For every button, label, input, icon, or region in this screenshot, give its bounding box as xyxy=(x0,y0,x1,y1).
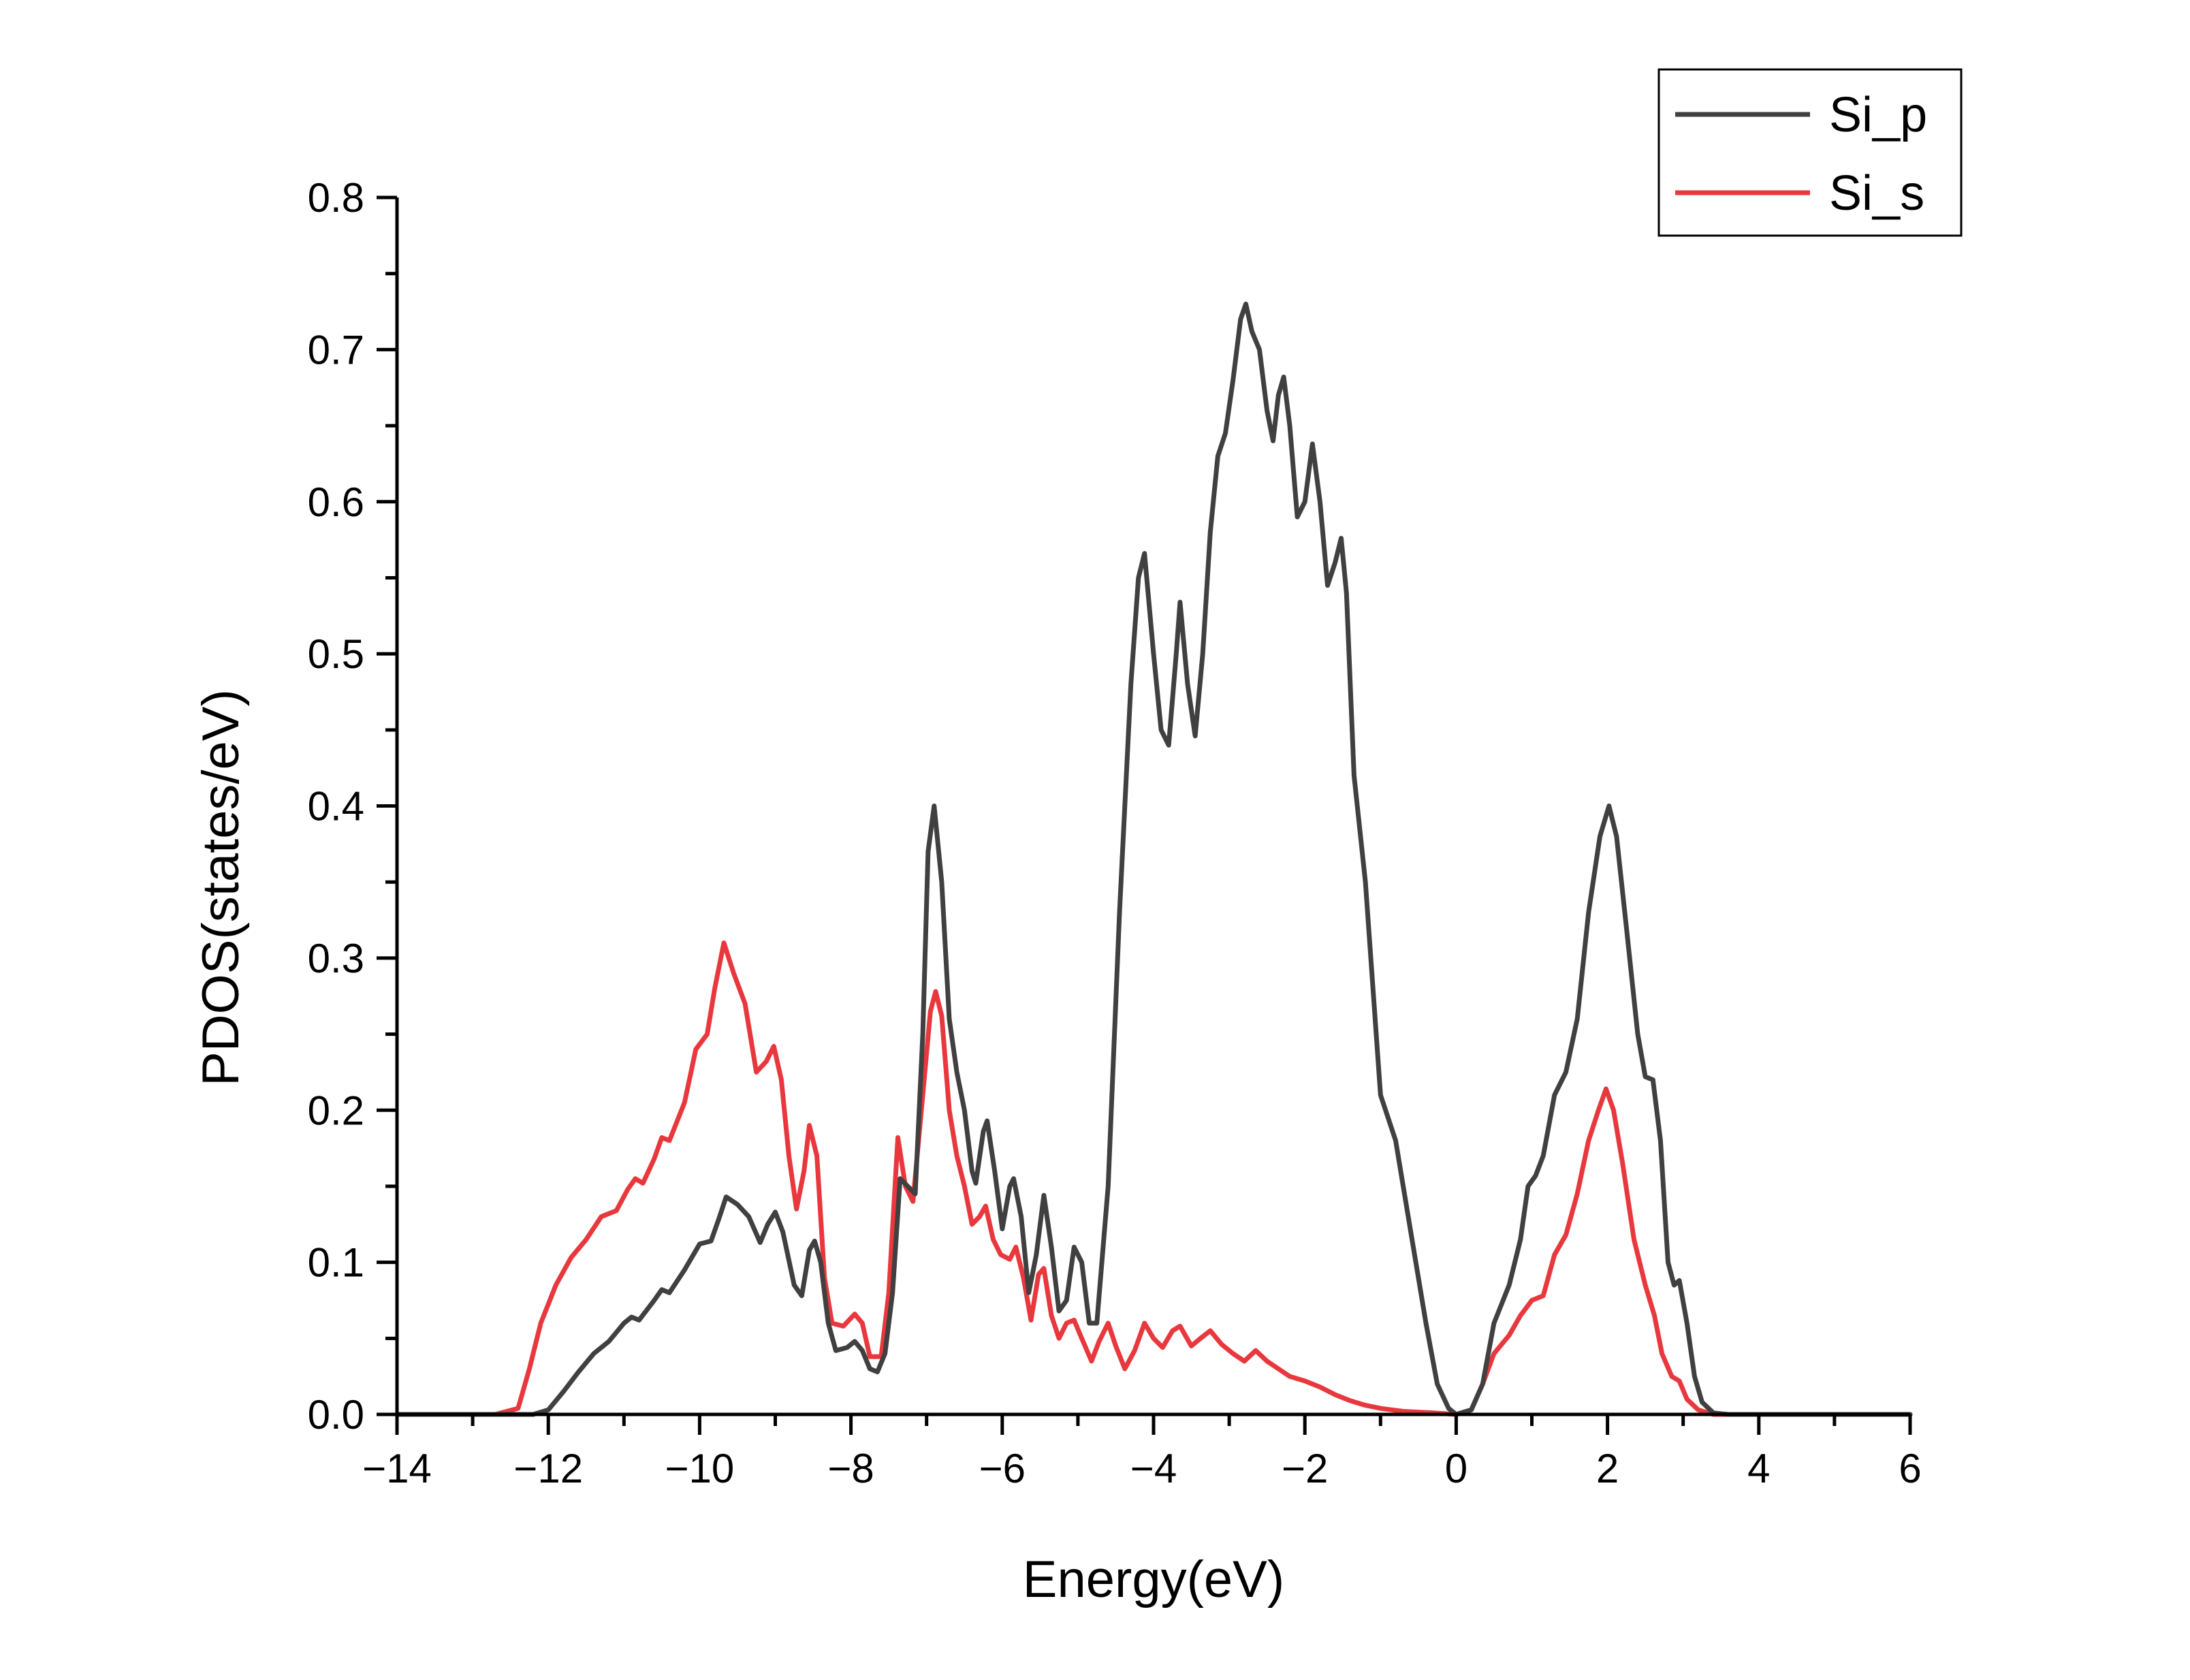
x-tick-label: 0 xyxy=(1445,1446,1467,1491)
legend-box xyxy=(1657,68,1963,237)
y-tick-label: 0.3 xyxy=(308,936,364,981)
x-tick-label: −4 xyxy=(1130,1446,1177,1491)
legend-label: Si_p xyxy=(1829,88,1927,142)
axes: −14 −12 −10 −8 −6 −4 −2 0 2 4 6 0.0 0.1 0.2 0.3 0.4 0.5 0… xyxy=(308,175,1922,1491)
x-tick-label: −12 xyxy=(513,1446,583,1491)
x-tick-label: 6 xyxy=(1899,1446,1921,1491)
y-axis-title: PDOS(states/eV) xyxy=(192,689,250,1086)
y-tick-label: 0.4 xyxy=(308,784,364,829)
series-line-si-s xyxy=(394,940,1913,1417)
x-tick-label: −14 xyxy=(362,1446,432,1491)
legend: Si_p Si_s xyxy=(1657,68,1963,237)
series-line-si-p xyxy=(394,301,1913,1417)
y-tick-label: 0.5 xyxy=(308,631,364,677)
x-tick-label: −2 xyxy=(1282,1446,1328,1491)
x-axis-title: Energy(eV) xyxy=(1023,1551,1284,1608)
x-tick-label: −10 xyxy=(665,1446,735,1491)
x-tick-label: 4 xyxy=(1747,1446,1770,1491)
y-tick-label: 0.6 xyxy=(308,479,364,525)
legend-label: Si_s xyxy=(1829,166,1924,221)
y-tick-label: 0.0 xyxy=(308,1392,364,1438)
x-tick-label: −8 xyxy=(827,1446,874,1491)
plot-area xyxy=(394,301,1913,1417)
y-tick-label: 0.1 xyxy=(308,1240,364,1286)
x-tick-label: 2 xyxy=(1596,1446,1619,1491)
y-tick-label: 0.8 xyxy=(308,175,364,221)
y-tick-label: 0.2 xyxy=(308,1088,364,1133)
y-tick-label: 0.7 xyxy=(308,327,364,373)
x-tick-label: −6 xyxy=(979,1446,1026,1491)
